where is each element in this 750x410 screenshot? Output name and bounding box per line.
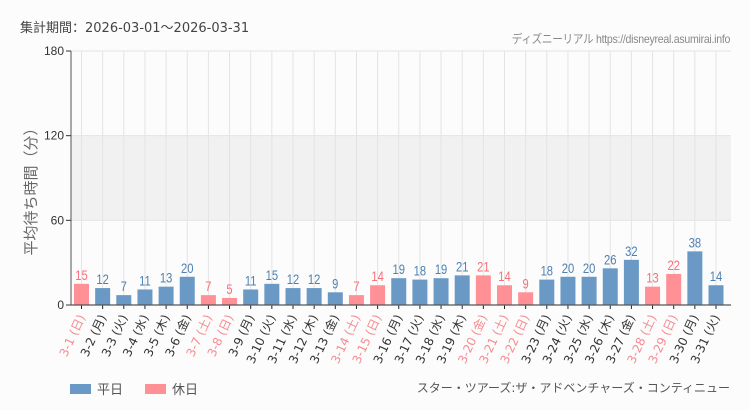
bar-value-label: 12 xyxy=(287,272,299,287)
bar-value-label: 7 xyxy=(121,279,127,294)
legend-holiday-label: 休日 xyxy=(172,383,199,398)
weekday-bar[interactable] xyxy=(243,289,259,305)
bar-value-label: 9 xyxy=(332,276,338,291)
weekday-bar[interactable] xyxy=(137,289,153,305)
bar-value-label: 32 xyxy=(625,244,637,259)
legend-item-weekday: 平日 xyxy=(70,379,123,398)
bar-value-label: 22 xyxy=(667,258,679,273)
weekday-bar[interactable] xyxy=(95,288,111,305)
bar-value-label: 18 xyxy=(414,263,426,278)
bar-value-label: 9 xyxy=(523,276,529,291)
weekday-bar[interactable] xyxy=(708,285,724,305)
y-axis-label: 平均待ち時間（分） xyxy=(22,120,40,255)
holiday-bar[interactable] xyxy=(497,285,512,305)
legend: 平日 休日 xyxy=(70,379,220,398)
weekday-bar[interactable] xyxy=(327,292,343,305)
bar-value-label: 12 xyxy=(308,272,320,287)
bar-value-label: 26 xyxy=(604,252,616,267)
holiday-bar[interactable] xyxy=(475,275,491,305)
holiday-bar[interactable] xyxy=(200,295,216,305)
holiday-bar[interactable] xyxy=(518,292,534,305)
attraction-name: スター・ツアーズ:ザ・アドベンチャーズ・コンティニュー xyxy=(416,381,730,395)
weekday-bar[interactable] xyxy=(391,278,407,305)
bar-value-label: 20 xyxy=(583,261,595,276)
bar-value-label: 21 xyxy=(477,259,489,274)
holiday-bar[interactable] xyxy=(666,273,682,305)
bar-value-label: 14 xyxy=(710,269,722,284)
bar-value-label: 14 xyxy=(371,269,383,284)
holiday-bar[interactable] xyxy=(348,295,364,305)
bar-value-label: 12 xyxy=(96,272,108,287)
weekday-bar[interactable] xyxy=(560,276,576,305)
weekday-bar[interactable] xyxy=(179,276,195,305)
weekday-bar[interactable] xyxy=(687,251,703,305)
weekday-bar[interactable] xyxy=(158,286,174,305)
bar-value-label: 14 xyxy=(498,269,510,284)
weekday-bar[interactable] xyxy=(581,276,597,305)
bar-value-label: 18 xyxy=(541,263,553,278)
weekday-bar[interactable] xyxy=(116,295,132,305)
holiday-bar[interactable] xyxy=(74,283,89,305)
weekday-bar[interactable] xyxy=(539,279,555,305)
holiday-bar[interactable] xyxy=(370,285,386,305)
bar-value-label: 13 xyxy=(160,271,172,286)
weekday-bar[interactable] xyxy=(602,268,618,305)
bar-value-label: 13 xyxy=(646,271,658,286)
bar-value-label: 38 xyxy=(689,235,701,250)
holiday-bar[interactable] xyxy=(222,297,238,305)
weekday-bar[interactable] xyxy=(285,288,301,305)
bar-value-label: 20 xyxy=(181,261,193,276)
weekday-bar[interactable] xyxy=(433,278,449,305)
bar-value-label: 5 xyxy=(226,282,232,297)
y-tick-label: 0 xyxy=(57,298,64,312)
legend-weekday-label: 平日 xyxy=(97,383,124,398)
y-tick-label: 120 xyxy=(44,129,64,143)
bar-value-label: 15 xyxy=(75,268,87,283)
period-label: 集計期間：2026-03-01～2026-03-31 xyxy=(20,21,250,36)
y-tick-label: 180 xyxy=(44,44,64,58)
weekday-bar[interactable] xyxy=(623,259,639,305)
bar-value-label: 11 xyxy=(139,273,151,288)
bar-value-label: 19 xyxy=(393,262,405,277)
bar-value-label: 20 xyxy=(562,261,574,276)
bar-value-label: 19 xyxy=(435,262,447,277)
weekday-bar[interactable] xyxy=(306,288,322,305)
bar-value-label: 11 xyxy=(245,273,257,288)
weekday-swatch xyxy=(70,383,91,394)
weekday-bar[interactable] xyxy=(454,275,470,305)
bar-value-label: 21 xyxy=(456,259,468,274)
weekday-bar[interactable] xyxy=(264,283,280,305)
holiday-swatch xyxy=(145,383,167,394)
site-credit: ディズニーリアル https://disneyreal.asumirai.inf… xyxy=(511,32,731,46)
bar-value-label: 15 xyxy=(266,268,278,283)
bar-value-label: 7 xyxy=(205,279,211,294)
weekday-bar[interactable] xyxy=(412,279,428,305)
y-tick-label: 60 xyxy=(51,213,65,227)
holiday-bar[interactable] xyxy=(645,286,661,305)
bar-value-label: 7 xyxy=(353,279,359,294)
shaded-band xyxy=(71,135,731,221)
legend-item-holiday: 休日 xyxy=(145,379,198,398)
